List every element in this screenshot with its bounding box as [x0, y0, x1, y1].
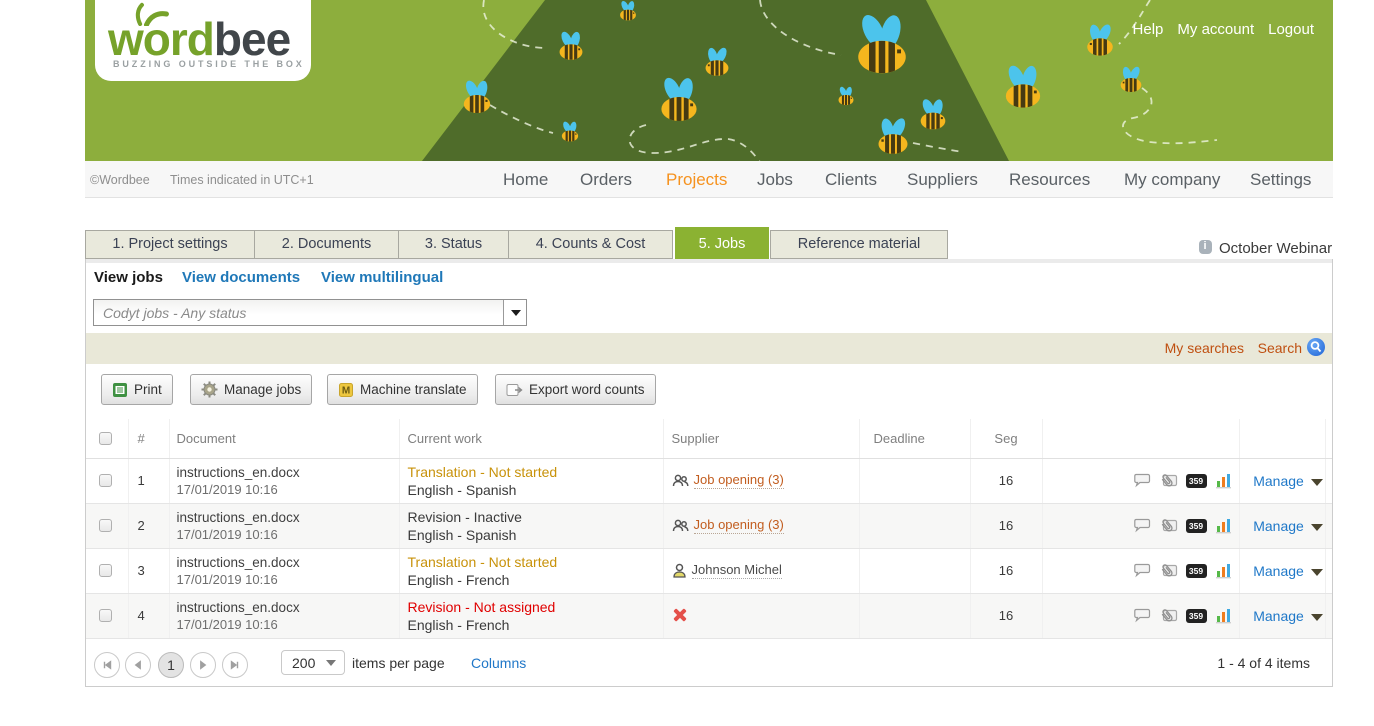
svg-text:M: M [342, 385, 350, 396]
